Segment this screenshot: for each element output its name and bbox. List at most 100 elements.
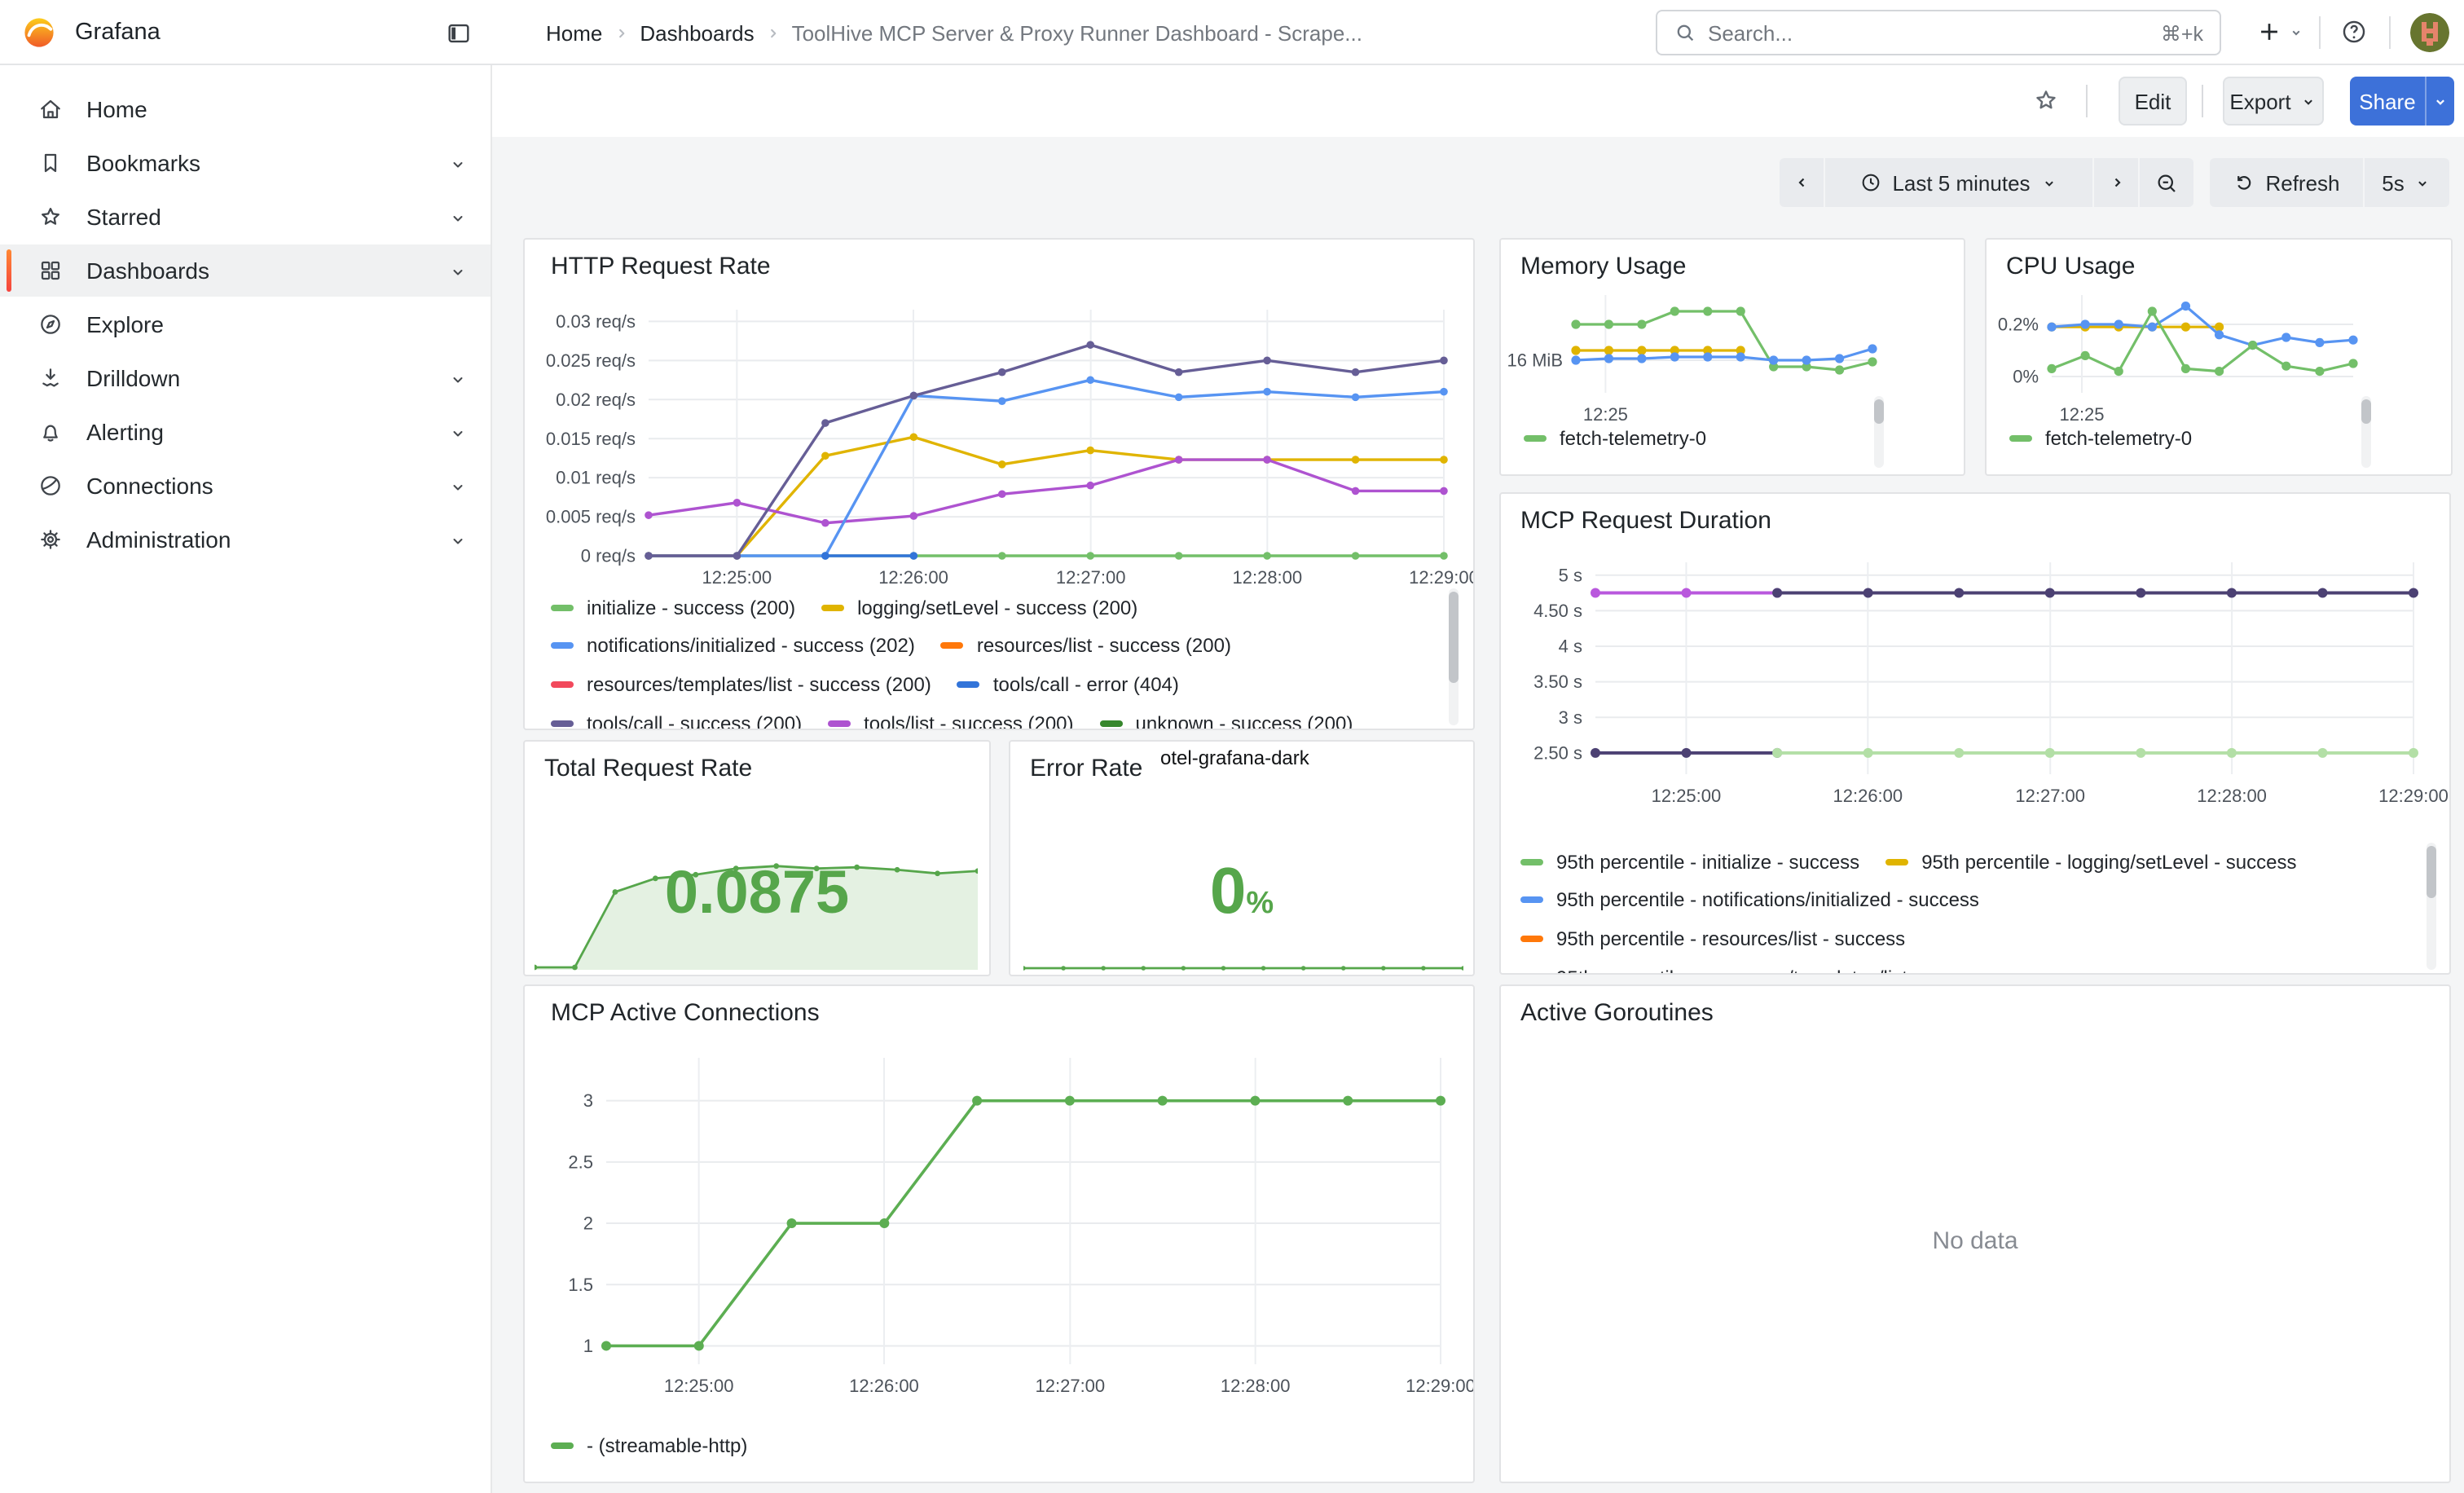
share-button[interactable]: Share: [2350, 77, 2425, 126]
chevron-down-icon[interactable]: [448, 530, 468, 549]
chevron-down-icon[interactable]: [448, 207, 468, 227]
legend-item[interactable]: initialize - success (200): [551, 596, 795, 619]
sidebar-item-home[interactable]: Home: [0, 83, 491, 135]
legend-item[interactable]: resources/templates/list - success (200): [551, 673, 931, 696]
memory-usage-chart[interactable]: 16 MiB 12:25: [1501, 240, 1964, 474]
divider: [2086, 85, 2088, 117]
legend-scrollbar-thumb[interactable]: [1874, 399, 1884, 424]
no-data-message: No data: [1932, 1227, 2018, 1255]
legend-item[interactable]: logging/setLevel - success (200): [821, 596, 1137, 619]
sidebar-item-bookmarks[interactable]: Bookmarks: [0, 137, 491, 189]
chevron-down-icon[interactable]: [448, 422, 468, 442]
panel-title[interactable]: CPU Usage: [2006, 253, 2136, 280]
sidebar-item-connections[interactable]: Connections: [0, 460, 491, 512]
sidebar-item-drilldown[interactable]: Drilldown: [0, 352, 491, 404]
legend-swatch: [551, 604, 574, 610]
panel-http-request-rate: HTTP Request Rate 0 req/s 0.005 req/s 0.01…: [523, 238, 1475, 730]
time-range-picker[interactable]: Last 5 minutes: [1825, 158, 2092, 207]
legend-item[interactable]: 95th percentile - initialize - success: [1520, 850, 1859, 873]
legend-item[interactable]: 95th percentile - resources/list - succe…: [1520, 927, 1905, 950]
breadcrumb-item[interactable]: Dashboards: [640, 20, 755, 45]
share-button-group: Share: [2350, 77, 2454, 126]
avatar[interactable]: [2410, 13, 2449, 52]
svg-text:4.50 s: 4.50 s: [1533, 601, 1582, 621]
legend-swatch: [2009, 434, 2032, 441]
legend-item[interactable]: tools/call - success (200): [551, 711, 802, 729]
legend-item[interactable]: notifications/initialized - success (202…: [551, 634, 915, 657]
refresh-button[interactable]: Refresh: [2210, 158, 2363, 207]
panel-title[interactable]: MCP Request Duration: [1520, 507, 1771, 535]
sidebar-item-label: Explore: [86, 311, 164, 337]
legend-item[interactable]: 95th percentile - logging/setLevel - suc…: [1885, 850, 2296, 873]
sidebar-item-starred[interactable]: Starred: [0, 191, 491, 243]
chevron-down-icon[interactable]: [448, 153, 468, 173]
sidebar-item-explore[interactable]: Explore: [0, 298, 491, 350]
legend-item[interactable]: fetch-telemetry-0: [1524, 426, 1706, 449]
refresh-interval-dropdown[interactable]: 5s: [2365, 158, 2449, 207]
panel-title[interactable]: Error Rate: [1030, 755, 1143, 782]
chevron-down-icon[interactable]: [448, 476, 468, 495]
search-box[interactable]: ⌘+k: [1656, 10, 2221, 55]
sidebar-item-label: Home: [86, 96, 147, 122]
add-button[interactable]: [2255, 18, 2304, 46]
svg-text:4 s: 4 s: [1559, 636, 1582, 657]
panel-title[interactable]: Total Request Rate: [544, 755, 753, 782]
zoom-out-time-icon[interactable]: [2140, 158, 2193, 207]
share-dropdown-icon[interactable]: [2425, 77, 2454, 126]
legend-label: 95th percentile - logging/setLevel - suc…: [1921, 850, 2297, 873]
chevron-down-icon[interactable]: [448, 261, 468, 280]
svg-text:0.02 req/s: 0.02 req/s: [556, 390, 636, 410]
dashboard-actions-bar: Edit Export Share: [492, 65, 2464, 137]
legend-label: fetch-telemetry-0: [1560, 426, 1707, 449]
help-icon[interactable]: [2340, 18, 2368, 46]
panel-title[interactable]: HTTP Request Rate: [551, 253, 771, 280]
stat-value: 0%: [1209, 856, 1274, 927]
panel-title[interactable]: Active Goroutines: [1520, 999, 1714, 1027]
sidebar-item-alerting[interactable]: Alerting: [0, 406, 491, 458]
legend-item[interactable]: 95th percentile - notifications/initiali…: [1520, 888, 1979, 911]
sidebar-item-label: Drilldown: [86, 365, 181, 391]
svg-text:12:26:00: 12:26:00: [849, 1376, 919, 1396]
svg-text:3: 3: [583, 1090, 593, 1111]
breadcrumb: Home Dashboards ToolHive MCP Server & Prox…: [546, 0, 1362, 65]
http-request-rate-chart[interactable]: 0 req/s 0.005 req/s 0.01 req/s 0.015 req/s 0…: [525, 240, 1473, 729]
brand-title: Grafana: [75, 20, 161, 46]
grafana-logo-icon[interactable]: [21, 15, 57, 59]
mcp-active-connections-chart[interactable]: 3 2.5 2 1.5 1 12:25:00 12:26:00 12:27:00 12:28:0…: [525, 986, 1473, 1482]
legend-swatch: [1885, 858, 1909, 865]
legend-item[interactable]: fetch-telemetry-0: [2009, 426, 2192, 449]
legend-scrollbar-thumb[interactable]: [2427, 846, 2436, 898]
mcp-request-duration-chart[interactable]: 5 s 4.50 s 4 s 3.50 s 3 s 2.50 s 12:25:00 12:26…: [1501, 494, 2449, 973]
legend-item[interactable]: resources/list - success (200): [940, 634, 1231, 657]
legend-item[interactable]: 95th percentile - resources/templates/li…: [1520, 966, 1995, 973]
breadcrumb-item[interactable]: Home: [546, 20, 603, 45]
edit-button[interactable]: Edit: [2119, 77, 2187, 126]
chart-legend: fetch-telemetry-0: [1524, 425, 1706, 464]
chevron-down-icon[interactable]: [448, 368, 468, 388]
sidebar-toggle-icon[interactable]: [445, 20, 473, 47]
legend-item[interactable]: tools/call - error (404): [957, 673, 1179, 696]
legend-label: notifications/initialized - success (202…: [587, 634, 915, 658]
legend-swatch: [551, 1442, 574, 1448]
search-input[interactable]: [1708, 20, 2149, 45]
sidebar-item-label: Bookmarks: [86, 150, 201, 176]
panel-title[interactable]: MCP Active Connections: [551, 999, 820, 1027]
legend-item[interactable]: - (streamable-http): [551, 1434, 747, 1456]
sidebar-item-dashboards[interactable]: Dashboards: [0, 244, 491, 297]
svg-text:1: 1: [583, 1336, 593, 1356]
cpu-usage-chart[interactable]: 0.2% 0% 12:25: [1987, 240, 2451, 474]
time-shift-back-icon[interactable]: [1780, 158, 1824, 207]
export-button[interactable]: Export: [2223, 77, 2324, 126]
legend-scrollbar-thumb[interactable]: [2361, 399, 2371, 424]
panel-title[interactable]: Memory Usage: [1520, 253, 1687, 280]
sidebar-item-administration[interactable]: Administration: [0, 513, 491, 566]
time-shift-forward-icon[interactable]: [2094, 158, 2138, 207]
legend-item[interactable]: unknown - success (200): [1099, 711, 1353, 729]
overlay-label: otel-grafana-dark: [1160, 746, 1309, 769]
legend-item[interactable]: tools/list - success (200): [828, 711, 1074, 729]
legend-scrollbar-thumb[interactable]: [1449, 592, 1459, 683]
total-request-rate-sparkline[interactable]: [525, 742, 989, 975]
error-rate-sparkline[interactable]: [1010, 742, 1473, 975]
star-dashboard-icon[interactable]: [2032, 86, 2060, 114]
search-icon: [1674, 21, 1696, 44]
